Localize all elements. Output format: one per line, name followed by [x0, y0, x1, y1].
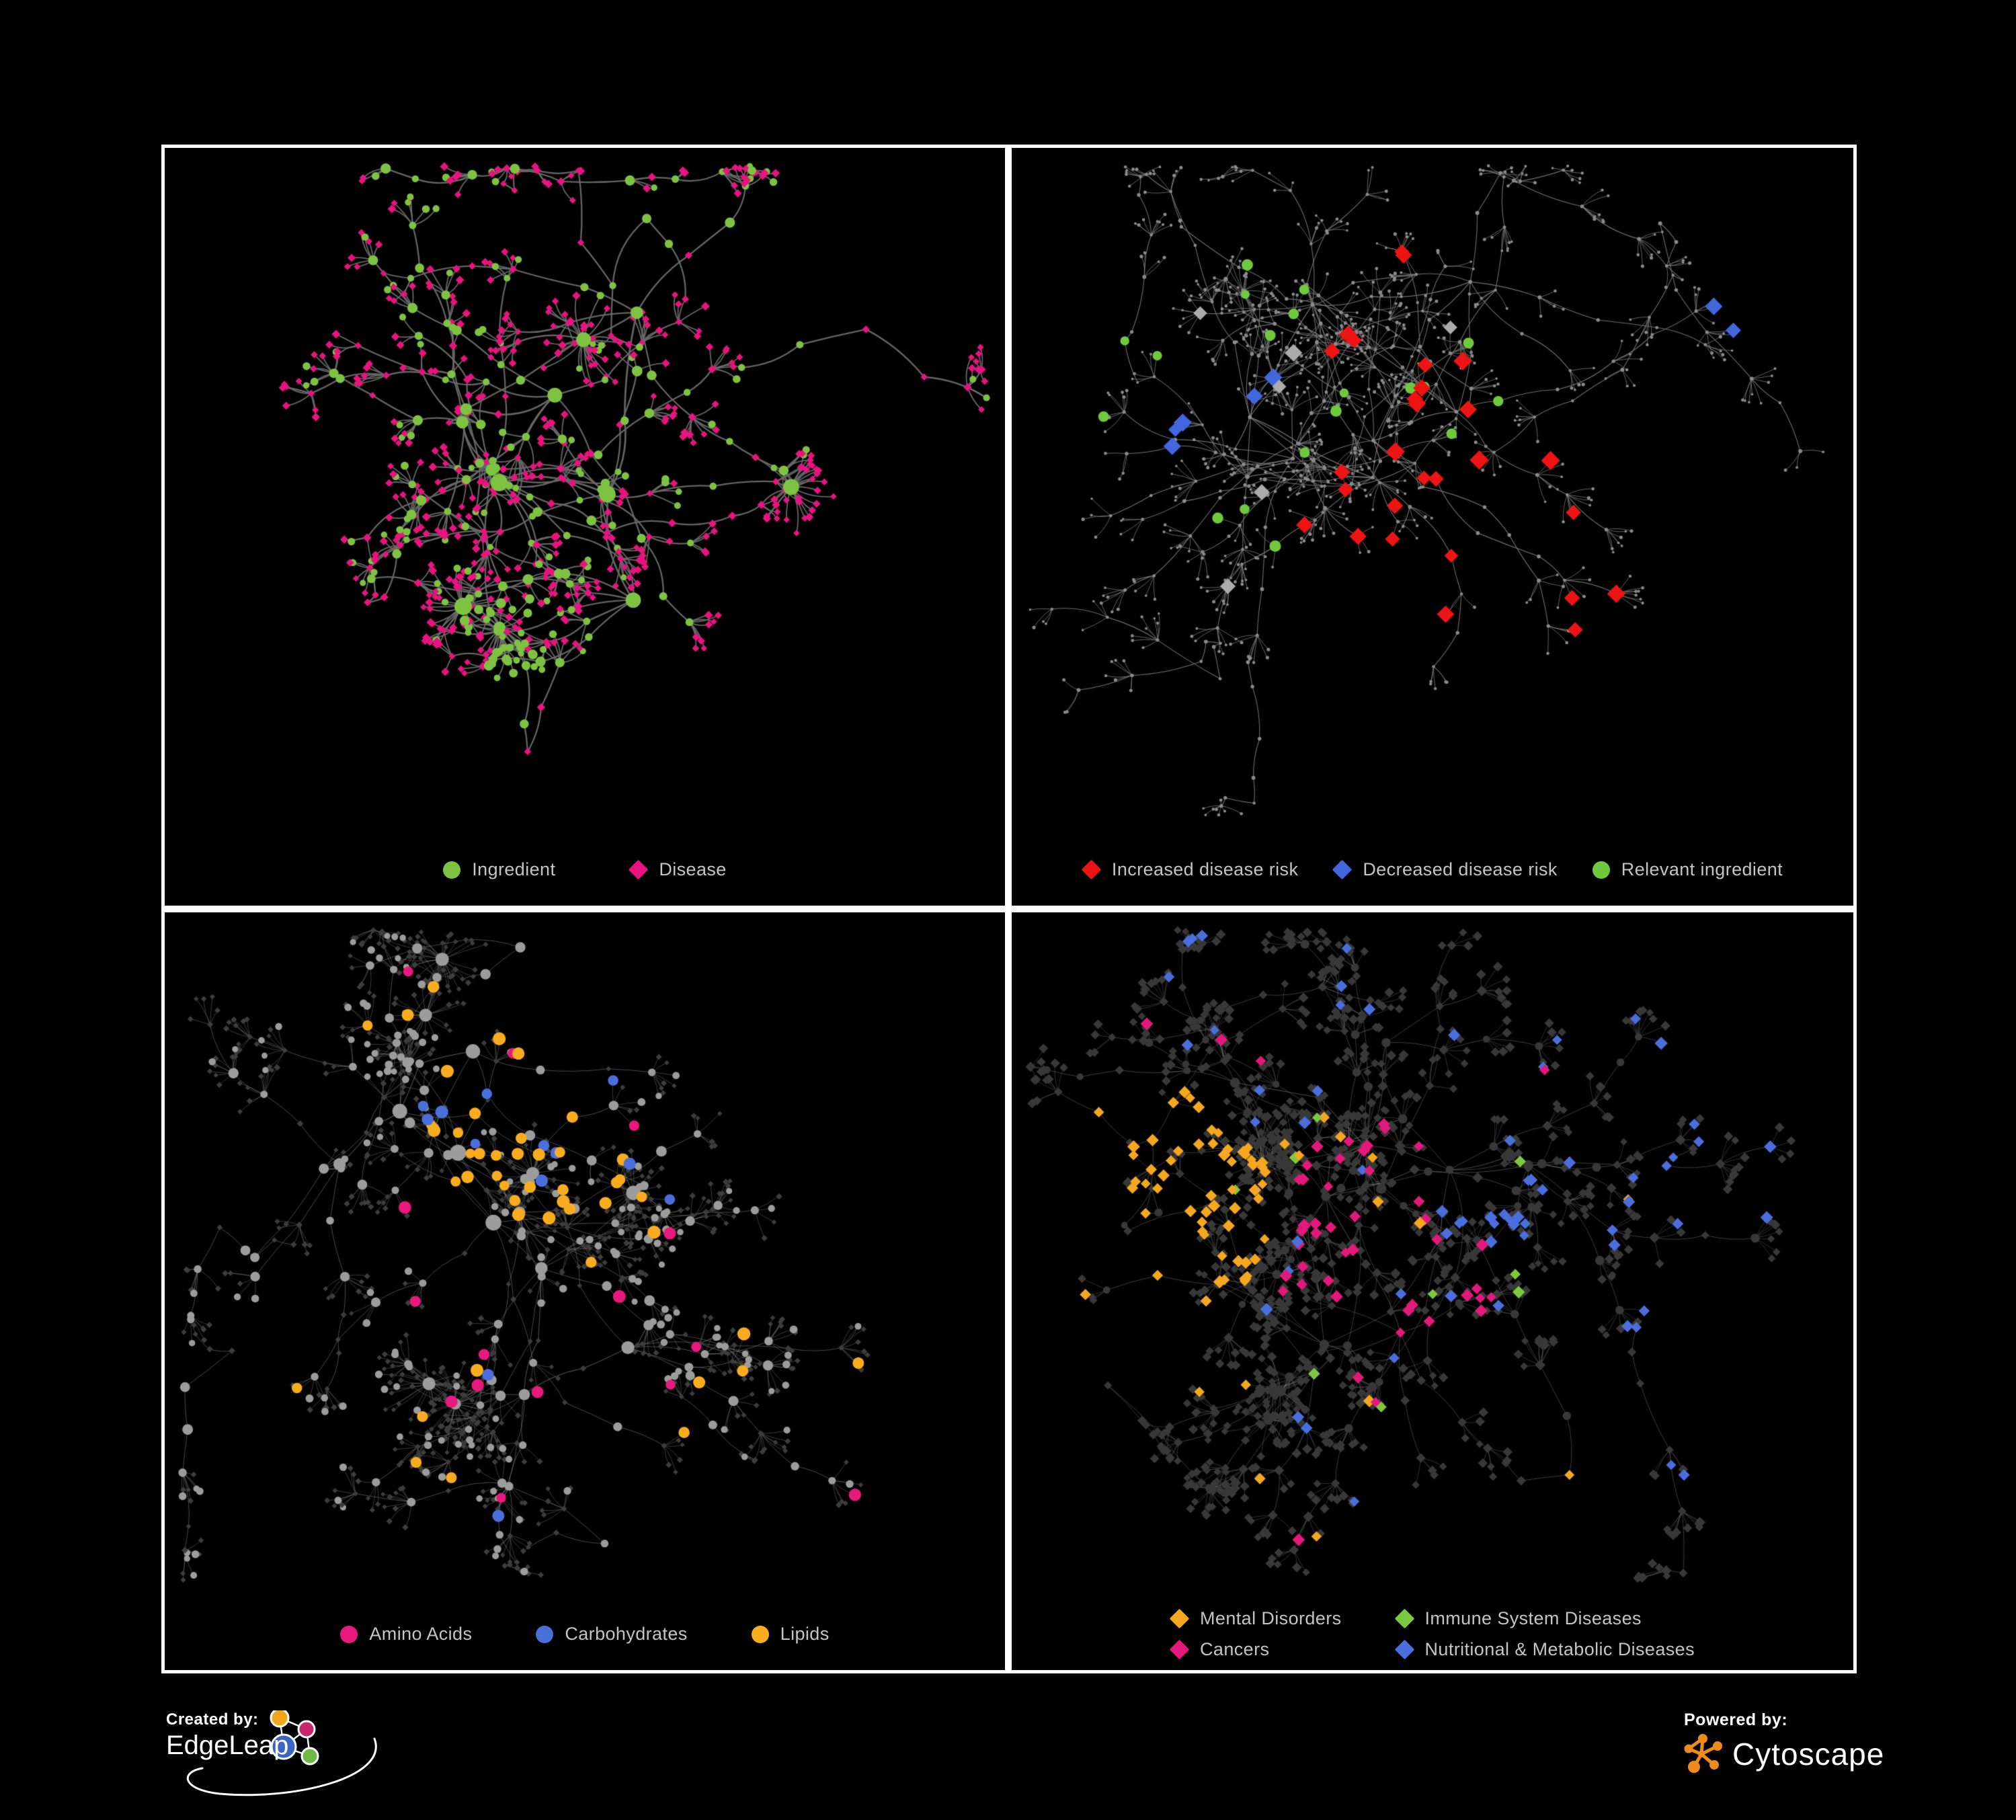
created-by-label: Created by: — [166, 1710, 259, 1729]
legend-label-disease: Disease — [659, 859, 727, 879]
edgeleap-magenta-node — [297, 1720, 316, 1739]
legend-label-ingredient: Ingredient — [472, 859, 556, 879]
legend-item-carbohydrates: Carbohydrates — [536, 1624, 687, 1645]
edgeleap-logo-icon — [187, 1710, 377, 1796]
edgeleap-wordmark: EdgeLeap — [166, 1731, 289, 1760]
legend-label-nutritional-metabolic-diseases: Nutritional & Metabolic Diseases — [1424, 1639, 1695, 1659]
legend-label-immune-system-diseases: Immune System Diseases — [1424, 1608, 1642, 1628]
carbohydrates-circle-icon — [536, 1625, 554, 1643]
relevant-ingredient-circle-icon — [1592, 861, 1610, 879]
legend-disease-categories: Mental Disorders Immune System Diseases … — [1169, 1598, 1695, 1670]
legend-macronutrients: Amino Acids Carbohydrates Lipids — [165, 1598, 1005, 1670]
powered-by-label: Powered by: — [1684, 1710, 1788, 1729]
decreased-risk-diamond-icon — [1332, 859, 1353, 880]
ingredient-circle-icon — [443, 861, 461, 879]
legend-item-amino-acids: Amino Acids — [340, 1624, 472, 1645]
ingredient-disease-network-graph — [165, 148, 1005, 834]
cytoscape-credit: Powered by: — [1684, 1710, 1912, 1818]
legend-label-relevant-ingredient: Relevant ingredient — [1621, 859, 1783, 879]
disease-risk-network-graph — [1012, 148, 1853, 834]
amino-acids-circle-icon — [340, 1625, 358, 1643]
panel-macronutrients: Amino Acids Carbohydrates Lipids — [161, 909, 1008, 1673]
legend-item-relevant-ingredient: Relevant ingredient — [1592, 859, 1783, 880]
legend-label-cancers: Cancers — [1200, 1639, 1270, 1659]
legend-item-nutritional-metabolic-diseases: Nutritional & Metabolic Diseases — [1394, 1639, 1695, 1660]
edgeleap-green-node — [300, 1747, 319, 1766]
legend-label-lipids: Lipids — [780, 1624, 830, 1644]
legend-label-increased-risk: Increased disease risk — [1111, 859, 1299, 879]
disease-category-network-graph — [1012, 912, 1853, 1598]
legend-item-disease: Disease — [629, 859, 726, 880]
cytoscape-wordmark: Cytoscape — [1732, 1737, 1885, 1772]
legend-item-increased-risk: Increased disease risk — [1081, 859, 1299, 880]
macronutrient-network-graph — [165, 912, 1005, 1598]
edgeleap-blue-node — [270, 1733, 297, 1760]
panel-ingredient-disease: Ingredient Disease — [161, 145, 1008, 909]
increased-risk-diamond-icon — [1081, 859, 1102, 880]
legend-item-mental-disorders: Mental Disorders — [1169, 1608, 1342, 1629]
legend-item-lipids: Lipids — [751, 1624, 830, 1645]
panel-disease-categories: Mental Disorders Immune System Diseases … — [1008, 909, 1857, 1673]
nutritional-metabolic-diseases-diamond-icon — [1394, 1639, 1414, 1660]
edgeleap-credit: Created by: EdgeLeap — [166, 1710, 462, 1818]
lipids-circle-icon — [751, 1625, 769, 1643]
mental-disorders-diamond-icon — [1169, 1608, 1190, 1629]
legend-label-decreased-risk: Decreased disease risk — [1363, 859, 1558, 879]
disease-diamond-icon — [629, 859, 649, 880]
legend-item-decreased-risk: Decreased disease risk — [1332, 859, 1558, 880]
legend-label-mental-disorders: Mental Disorders — [1200, 1608, 1342, 1628]
cytoscape-logo-icon — [1684, 1734, 1722, 1773]
cancers-diamond-icon — [1169, 1639, 1190, 1660]
legend-item-immune-system-diseases: Immune System Diseases — [1394, 1608, 1695, 1629]
edgeleap-orange-node — [270, 1710, 290, 1728]
legend-ingredient-disease: Ingredient Disease — [165, 834, 1005, 906]
legend-label-carbohydrates: Carbohydrates — [565, 1624, 688, 1644]
legend-disease-risk: Increased disease risk Decreased disease… — [1012, 834, 1853, 906]
legend-item-cancers: Cancers — [1169, 1639, 1341, 1660]
immune-system-diseases-diamond-icon — [1394, 1608, 1414, 1629]
legend-label-amino-acids: Amino Acids — [369, 1624, 473, 1644]
legend-item-ingredient: Ingredient — [443, 859, 555, 880]
panel-disease-risk: Increased disease risk Decreased disease… — [1008, 145, 1857, 909]
